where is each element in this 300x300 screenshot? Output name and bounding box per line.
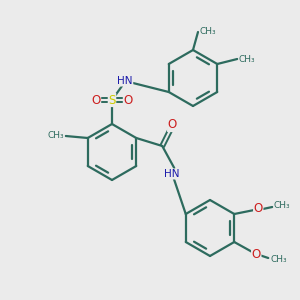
Text: CH₃: CH₃ [271,256,288,265]
Text: CH₃: CH₃ [200,28,216,37]
Text: O: O [123,94,133,106]
Text: HN: HN [164,169,180,179]
Text: O: O [92,94,100,106]
Text: O: O [168,118,177,131]
Text: O: O [254,202,263,215]
Text: CH₃: CH₃ [47,130,64,140]
Text: CH₃: CH₃ [239,55,256,64]
Text: S: S [108,94,116,106]
Text: HN: HN [117,76,133,86]
Text: CH₃: CH₃ [274,202,291,211]
Text: O: O [252,248,261,260]
